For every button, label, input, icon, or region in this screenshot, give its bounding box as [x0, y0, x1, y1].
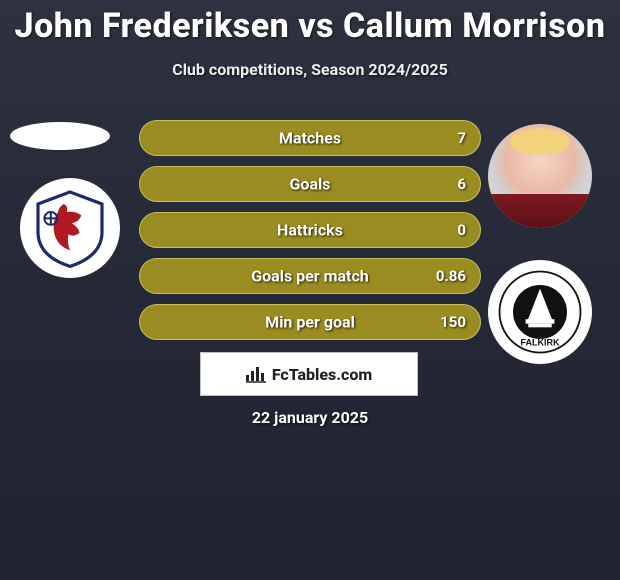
- stats-rows: Matches 7 Goals 6 Hattricks 0 Goals per …: [139, 120, 481, 350]
- stat-label: Goals per match: [251, 267, 369, 286]
- badge-text: FcTables.com: [272, 365, 372, 384]
- raith-crest-icon: [30, 188, 110, 268]
- stat-value: 150: [440, 313, 466, 331]
- stat-label: Hattricks: [277, 221, 343, 240]
- stat-label: Goals: [290, 175, 331, 194]
- player-right-avatar: [488, 124, 592, 228]
- team-right-crest: FALKIRK: [488, 260, 592, 364]
- team-left-crest: [20, 178, 120, 278]
- bar-chart-icon: [246, 365, 266, 383]
- stat-value: 0.86: [436, 267, 466, 285]
- stat-row: Matches 7: [139, 120, 481, 156]
- page-title: John Frederiksen vs Callum Morrison: [0, 0, 620, 46]
- stat-row: Min per goal 150: [139, 304, 481, 340]
- stat-row: Goals 6: [139, 166, 481, 202]
- date-label: 22 january 2025: [0, 408, 620, 427]
- stat-label: Matches: [279, 129, 341, 148]
- stat-value: 0: [457, 221, 466, 239]
- stat-row: Hattricks 0: [139, 212, 481, 248]
- stat-value: 7: [457, 129, 466, 147]
- fctables-badge[interactable]: FcTables.com: [200, 352, 418, 396]
- stat-row: Goals per match 0.86: [139, 258, 481, 294]
- subtitle: Club competitions, Season 2024/2025: [0, 60, 620, 79]
- svg-text:FALKIRK: FALKIRK: [521, 337, 560, 347]
- player-left-avatar-placeholder: [10, 122, 110, 150]
- stat-value: 6: [457, 175, 466, 193]
- stat-label: Min per goal: [265, 313, 355, 332]
- falkirk-crest-icon: FALKIRK: [495, 267, 585, 357]
